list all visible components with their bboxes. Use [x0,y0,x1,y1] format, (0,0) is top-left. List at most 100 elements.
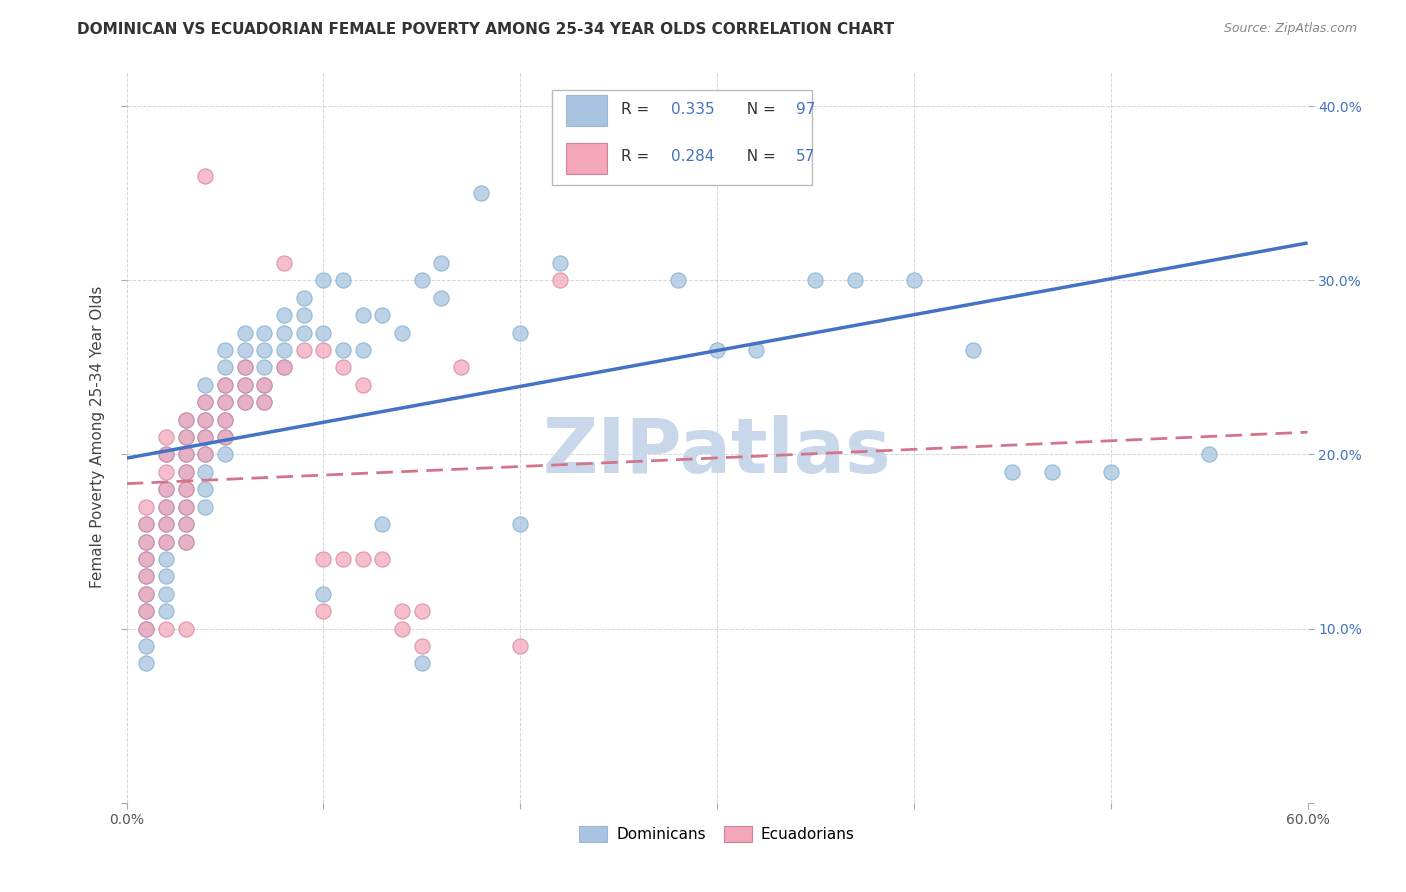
Text: 0.284: 0.284 [671,149,714,164]
Point [292,291,315,305]
Point [411,657,433,671]
Point [174,534,197,549]
Point [1001,465,1024,479]
Point [194,395,217,409]
Legend: Dominicans, Ecuadorians: Dominicans, Ecuadorians [572,819,862,850]
Point [155,622,177,636]
Point [273,256,295,270]
Point [214,430,236,444]
Point [312,604,335,618]
Point [135,552,157,566]
Point [292,326,315,340]
Point [962,343,984,357]
Point [1040,465,1063,479]
Text: R =: R = [621,102,655,117]
Point [155,552,177,566]
Text: N =: N = [737,102,780,117]
Text: 57: 57 [796,149,815,164]
Point [273,308,295,322]
Y-axis label: Female Poverty Among 25-34 Year Olds: Female Poverty Among 25-34 Year Olds [90,286,105,588]
Point [135,517,157,532]
Point [174,430,197,444]
Point [332,273,354,287]
Point [233,395,256,409]
Point [312,552,335,566]
Point [194,412,217,426]
Point [214,343,236,357]
Point [312,343,335,357]
Point [135,500,157,514]
Point [194,448,217,462]
Point [174,517,197,532]
Point [155,587,177,601]
Point [194,169,217,183]
Point [371,308,394,322]
Point [135,622,157,636]
Point [332,360,354,375]
Point [214,448,236,462]
Point [174,465,197,479]
Text: R =: R = [621,149,655,164]
Point [194,500,217,514]
Point [174,448,197,462]
Point [135,639,157,653]
Point [430,256,453,270]
Point [135,657,157,671]
Point [509,639,531,653]
Point [411,639,433,653]
Point [292,343,315,357]
Point [352,552,374,566]
Point [135,552,157,566]
Point [214,412,236,426]
Point [647,134,669,148]
Point [194,465,217,479]
Point [844,273,866,287]
Point [194,412,217,426]
Point [214,395,236,409]
Point [174,500,197,514]
Point [194,430,217,444]
Point [174,465,197,479]
Point [352,377,374,392]
Point [174,483,197,497]
Point [214,360,236,375]
Text: ZIPatlas: ZIPatlas [543,415,891,489]
Point [666,273,689,287]
Point [174,448,197,462]
Point [233,360,256,375]
Point [174,483,197,497]
Point [509,517,531,532]
Point [903,273,925,287]
Point [312,273,335,287]
Point [607,117,630,131]
Point [430,291,453,305]
Point [155,604,177,618]
Point [135,587,157,601]
Point [214,395,236,409]
Point [155,534,177,549]
FancyBboxPatch shape [565,95,607,126]
Point [233,377,256,392]
Point [194,483,217,497]
Point [194,377,217,392]
Point [706,343,728,357]
Point [253,326,276,340]
Point [253,377,276,392]
Point [135,534,157,549]
Point [194,448,217,462]
Point [253,343,276,357]
Point [214,377,236,392]
Text: N =: N = [737,149,780,164]
Text: Source: ZipAtlas.com: Source: ZipAtlas.com [1223,22,1357,36]
Point [155,448,177,462]
Point [155,465,177,479]
Point [155,483,177,497]
Point [135,587,157,601]
Point [391,326,413,340]
Point [470,186,492,201]
Point [233,326,256,340]
Point [745,343,768,357]
Point [174,412,197,426]
Point [253,377,276,392]
Point [804,273,827,287]
